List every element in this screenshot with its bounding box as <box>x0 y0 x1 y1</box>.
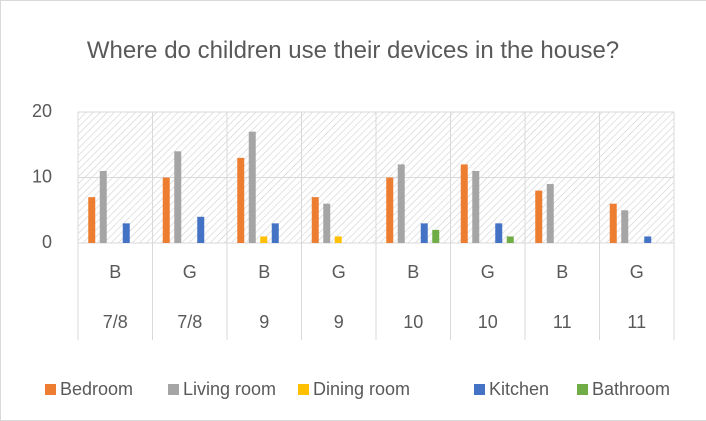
x-tick-label: B <box>556 262 568 282</box>
bar <box>506 236 514 243</box>
bar <box>197 216 205 243</box>
bar <box>248 131 256 243</box>
x-group-label: 9 <box>259 312 269 332</box>
bar <box>122 223 130 243</box>
y-tick-label: 0 <box>42 232 52 252</box>
bar <box>99 170 107 243</box>
legend-swatch <box>168 384 179 395</box>
x-group-label: 9 <box>334 312 344 332</box>
bar <box>311 197 319 243</box>
x-tick-label: G <box>630 262 644 282</box>
y-tick-label: 10 <box>32 166 52 186</box>
legend-swatch <box>474 384 485 395</box>
x-group-label: 11 <box>627 312 646 332</box>
legend-label: Bedroom <box>60 379 133 399</box>
x-tick-label: G <box>481 262 495 282</box>
bar <box>609 203 617 243</box>
x-tick-label: G <box>332 262 346 282</box>
x-tick-label: B <box>109 262 121 282</box>
legend-label: Dining room <box>313 379 410 399</box>
chart-title: Where do children use their devices in t… <box>86 37 620 64</box>
bar <box>162 177 170 243</box>
bar <box>386 177 394 243</box>
bar <box>334 236 342 243</box>
bar <box>472 170 480 243</box>
bar <box>432 229 440 243</box>
y-tick-label: 20 <box>32 101 52 121</box>
bar <box>271 223 279 243</box>
bar <box>88 197 96 243</box>
legend-swatch <box>45 384 56 395</box>
bar <box>495 223 503 243</box>
legend-swatch <box>298 384 309 395</box>
bar <box>174 151 182 243</box>
bar <box>546 184 554 243</box>
x-tick-label: B <box>258 262 270 282</box>
bar <box>323 203 331 243</box>
x-group-label: 7/8 <box>103 312 128 332</box>
bar <box>621 210 629 243</box>
legend-swatch <box>577 384 588 395</box>
bar <box>420 223 428 243</box>
legend-label: Kitchen <box>489 379 549 399</box>
x-group-label: 10 <box>403 312 423 332</box>
bar <box>460 164 468 243</box>
x-group-label: 10 <box>478 312 498 332</box>
bar <box>397 164 405 243</box>
bar <box>237 157 245 243</box>
x-tick-label: B <box>407 262 419 282</box>
x-group-label: 11 <box>553 312 572 332</box>
bar <box>260 236 268 243</box>
legend-label: Living room <box>183 379 276 399</box>
bar <box>644 236 652 243</box>
bar <box>535 190 543 243</box>
legend-label: Bathroom <box>592 379 670 399</box>
x-group-label: 7/8 <box>177 312 202 332</box>
x-tick-label: G <box>183 262 197 282</box>
